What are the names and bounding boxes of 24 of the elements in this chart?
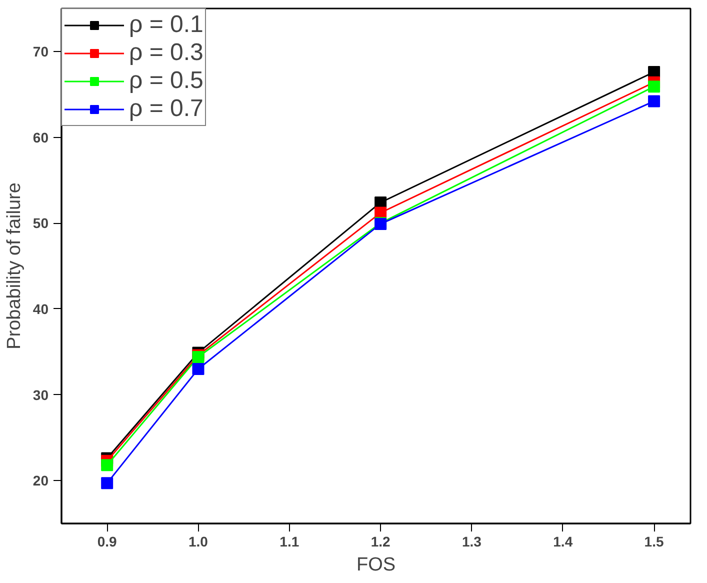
x-tick-label: 0.9: [97, 534, 118, 550]
y-tick-label: 60: [32, 129, 49, 146]
x-tick-label: 1.0: [188, 534, 208, 550]
y-tick-label: 70: [32, 43, 49, 60]
x-axis-title: FOS: [356, 554, 396, 576]
y-axis-title: Probability of failure: [4, 182, 25, 350]
x-tick-label: 1.2: [370, 534, 391, 550]
y-tick-label: 30: [32, 386, 49, 403]
legend-label: ρ = 0.7: [129, 95, 204, 123]
x-tick-label: 1.3: [462, 534, 482, 550]
point: [101, 459, 114, 472]
y-tick-label: 20: [32, 472, 49, 489]
point: [648, 95, 660, 108]
point: [192, 363, 204, 375]
x-tick-label: 1.4: [553, 534, 573, 550]
point: [101, 477, 114, 490]
legend-label: ρ = 0.5: [129, 67, 204, 95]
x-tick-label: 1.1: [280, 534, 300, 550]
point: [648, 80, 660, 93]
y-tick-label: 50: [32, 215, 49, 232]
legend-label: ρ = 0.3: [129, 39, 204, 67]
legend-label: ρ = 0.1: [129, 11, 204, 39]
y-tick-label: 40: [32, 300, 49, 317]
x-tick-label: 1.5: [644, 534, 664, 550]
